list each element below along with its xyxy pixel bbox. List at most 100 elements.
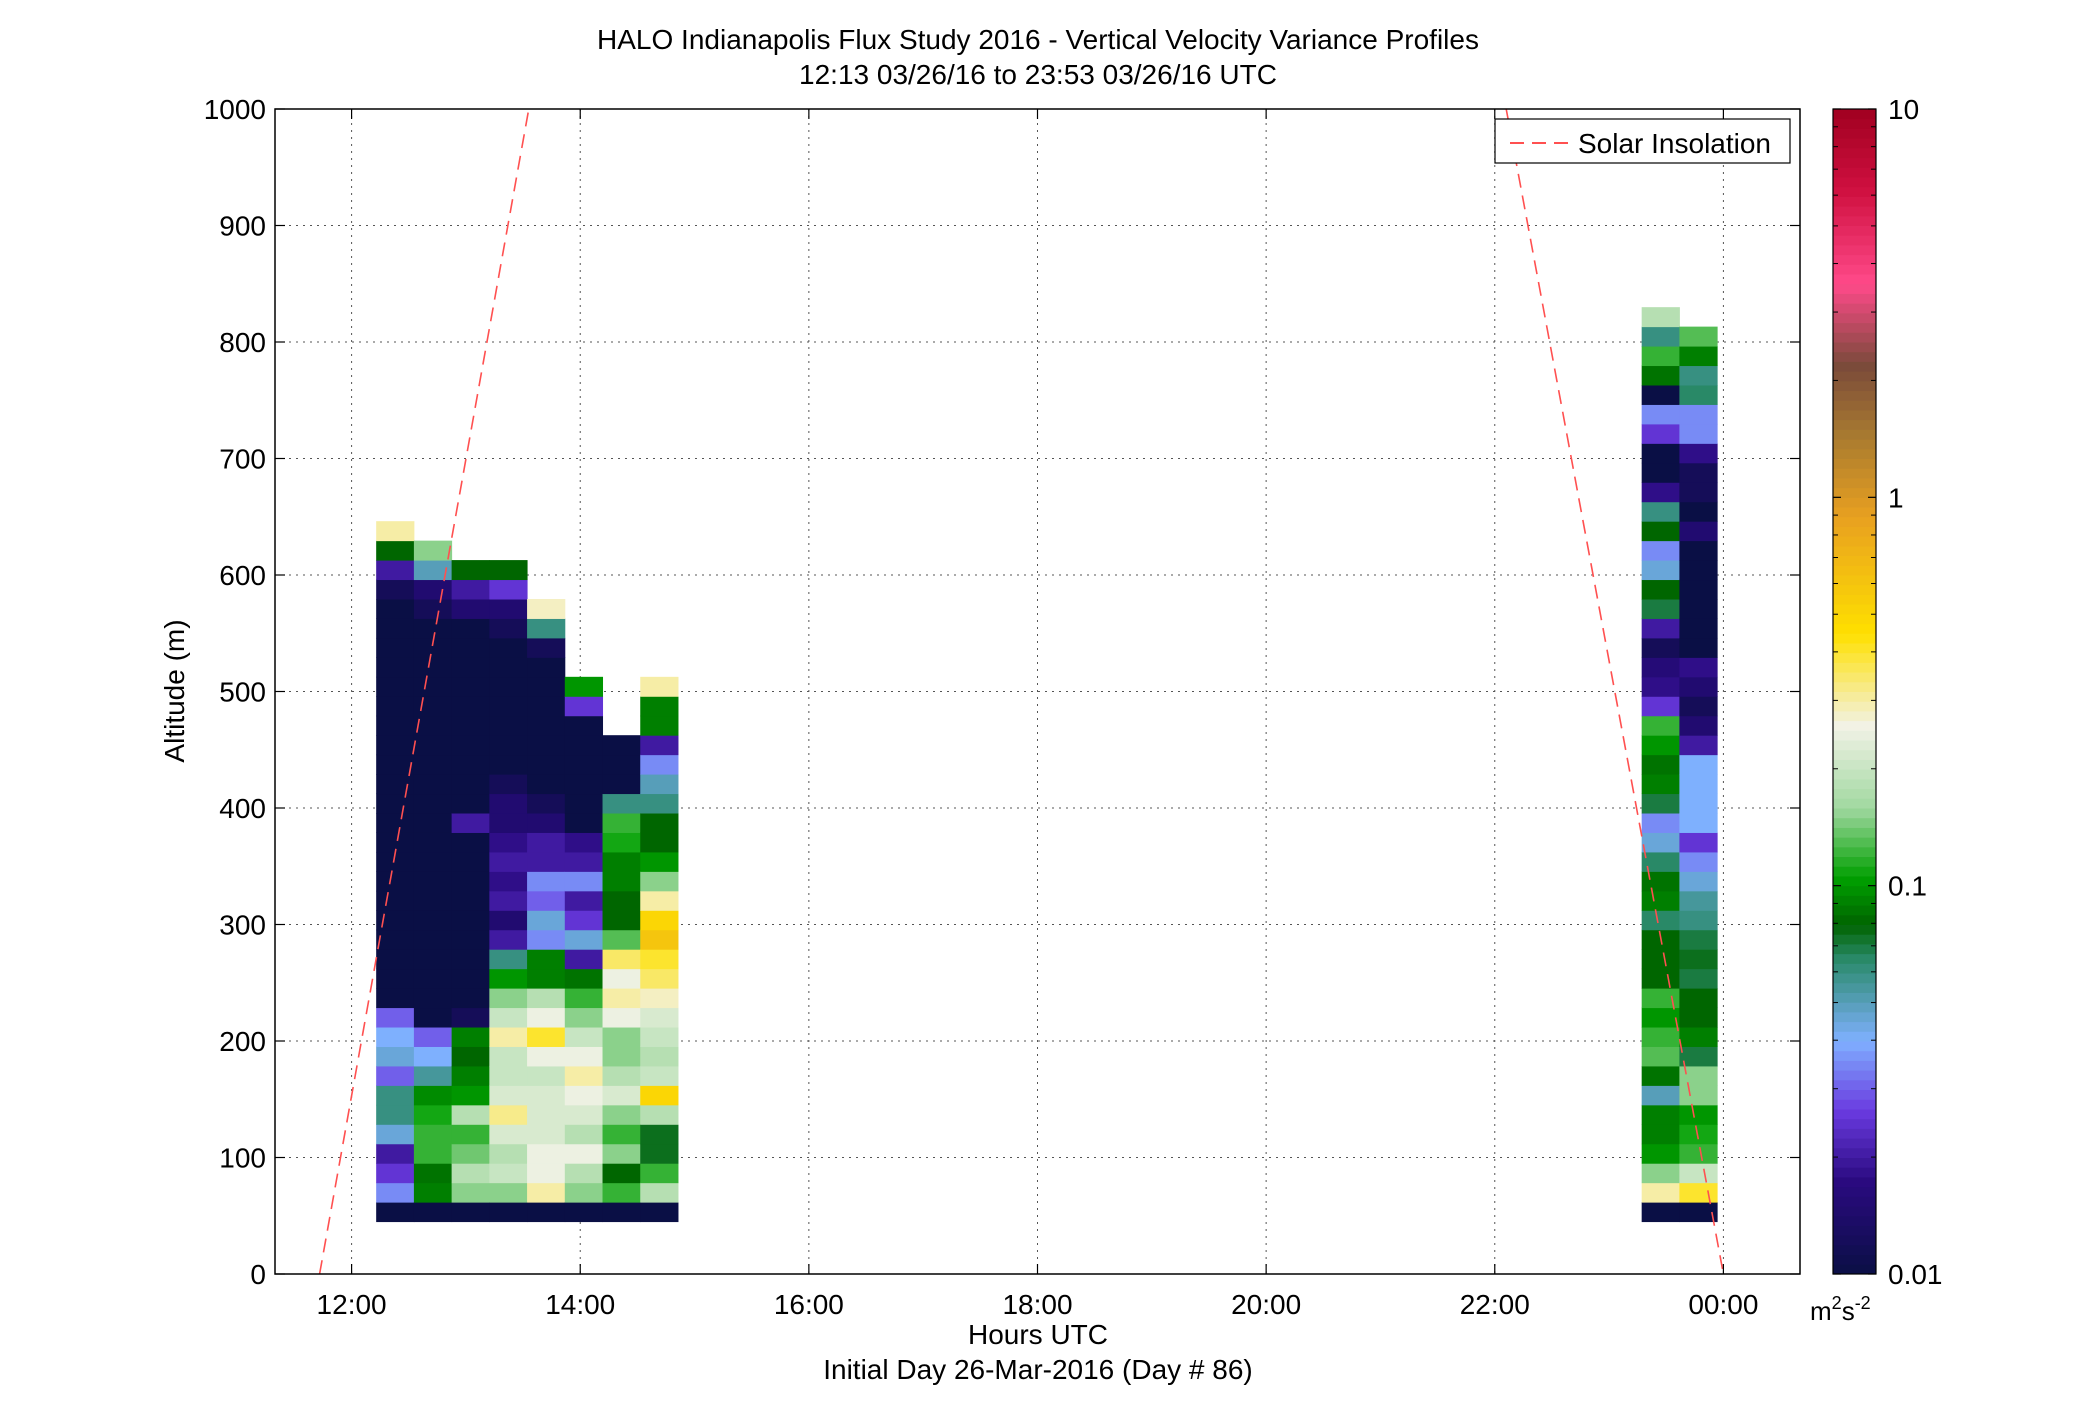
heatmap-cell — [376, 560, 415, 581]
heatmap-cell — [1641, 1007, 1680, 1028]
y-tick-label: 200 — [219, 1026, 266, 1057]
heatmap-cell — [1641, 735, 1680, 756]
colorbar-segment — [1833, 856, 1876, 867]
heatmap-cell — [564, 832, 604, 853]
heatmap-cell — [376, 735, 415, 756]
heatmap-cell — [451, 988, 490, 1009]
heatmap-cell — [451, 1065, 490, 1086]
heatmap-cell — [376, 1085, 415, 1106]
colorbar-segment — [1833, 1215, 1876, 1226]
heatmap-cell — [489, 910, 528, 931]
heatmap-cell — [640, 832, 679, 853]
heatmap-cell — [1641, 1085, 1680, 1106]
colorbar-segment — [1833, 1050, 1876, 1061]
heatmap-cell — [376, 793, 415, 814]
heatmap-cell — [451, 1143, 490, 1164]
colorbar-segment — [1833, 1118, 1876, 1129]
colorbar-segment — [1833, 448, 1876, 459]
heatmap-cell — [1679, 657, 1718, 678]
heatmap-cell — [527, 832, 566, 853]
heatmap-cell — [413, 968, 453, 989]
heatmap-cell — [413, 657, 453, 678]
heatmap-cell — [1679, 560, 1718, 581]
heatmap-cell — [1641, 598, 1680, 619]
colorbar-segment — [1833, 516, 1876, 527]
colorbar-segment — [1833, 1089, 1876, 1100]
heatmap-cell — [1679, 715, 1718, 736]
heatmap-cell — [602, 813, 641, 833]
colorbar-segment — [1833, 604, 1876, 615]
heatmap-cell — [1641, 832, 1680, 853]
heatmap-cell — [640, 1085, 679, 1106]
colorbar-segment — [1833, 905, 1876, 916]
heatmap-cell — [451, 560, 490, 581]
colorbar-segment — [1833, 953, 1876, 964]
heatmap-cell — [602, 968, 641, 989]
colorbar-segment — [1833, 934, 1876, 945]
colorbar-segment — [1833, 662, 1876, 673]
heatmap-cell — [413, 890, 453, 911]
colorbar-segment — [1833, 1070, 1876, 1081]
heatmap-cell — [376, 696, 415, 717]
colorbar-segment — [1833, 924, 1876, 935]
heatmap-cell — [1641, 1065, 1680, 1086]
heatmap-cell — [1679, 423, 1718, 444]
heatmap-cell — [1679, 540, 1718, 561]
heatmap-cell — [602, 929, 641, 950]
colorbar-units: m2s-2 — [1810, 1293, 1871, 1326]
colorbar-segment — [1833, 846, 1876, 858]
colorbar: m2s-2 0.01 0.1 1 10 — [1810, 94, 1943, 1326]
y-tick-label: 0 — [250, 1259, 266, 1290]
heatmap-cell — [602, 754, 641, 775]
heatmap-cell — [1641, 404, 1680, 425]
colorbar-segment — [1833, 332, 1876, 343]
heatmap-cell — [1679, 1202, 1718, 1223]
colorbar-segment — [1833, 575, 1876, 586]
heatmap-cell — [1679, 949, 1718, 970]
heatmap-cell — [527, 676, 566, 697]
x-tick-label: 18:00 — [1002, 1289, 1072, 1320]
heatmap-cell — [640, 696, 679, 717]
heatmap-cell — [602, 871, 641, 892]
heatmap-cell — [1679, 735, 1718, 756]
colorbar-segment — [1833, 254, 1876, 265]
heatmap-cell — [451, 676, 490, 697]
colorbar-units-main: m — [1810, 1296, 1832, 1326]
heatmap-cell — [489, 1046, 528, 1067]
heatmap-cell — [376, 579, 415, 600]
colorbar-segment — [1833, 1002, 1876, 1013]
heatmap-cell — [602, 988, 641, 1009]
heatmap-cell — [1679, 618, 1718, 639]
heatmap-cell — [1641, 1104, 1680, 1125]
heatmap-cell — [413, 813, 453, 833]
heatmap-cell — [451, 715, 490, 736]
heatmap-cell — [640, 774, 679, 795]
heatmap-cell — [376, 598, 415, 619]
heatmap-cell — [451, 579, 490, 600]
colorbar-segment — [1833, 1041, 1876, 1052]
heatmap-cell — [376, 1046, 415, 1067]
colorbar-segment — [1833, 1264, 1876, 1275]
heatmap-cell — [489, 560, 528, 581]
heatmap-cell — [489, 1104, 528, 1125]
heatmap-cell — [1679, 1104, 1718, 1125]
y-tick-label: 900 — [219, 211, 266, 242]
heatmap-cell — [1679, 968, 1718, 989]
heatmap-cell — [602, 949, 641, 970]
heatmap-cell — [564, 676, 604, 697]
heatmap-cell — [1641, 637, 1680, 658]
colorbar-segment — [1833, 808, 1876, 819]
heatmap-cell — [640, 1143, 679, 1164]
colorbar-segment — [1833, 798, 1876, 809]
heatmap-cell — [451, 871, 490, 892]
heatmap-cell — [376, 715, 415, 736]
colorbar-segment — [1833, 710, 1876, 722]
heatmap-cell — [376, 1124, 415, 1145]
heatmap-cell — [1641, 813, 1680, 833]
heatmap-cell — [451, 774, 490, 795]
heatmap-cell — [564, 1124, 604, 1145]
heatmap-cell — [376, 1027, 415, 1047]
colorbar-tick-label: 10 — [1888, 94, 1919, 125]
heatmap-cell — [451, 1202, 490, 1223]
